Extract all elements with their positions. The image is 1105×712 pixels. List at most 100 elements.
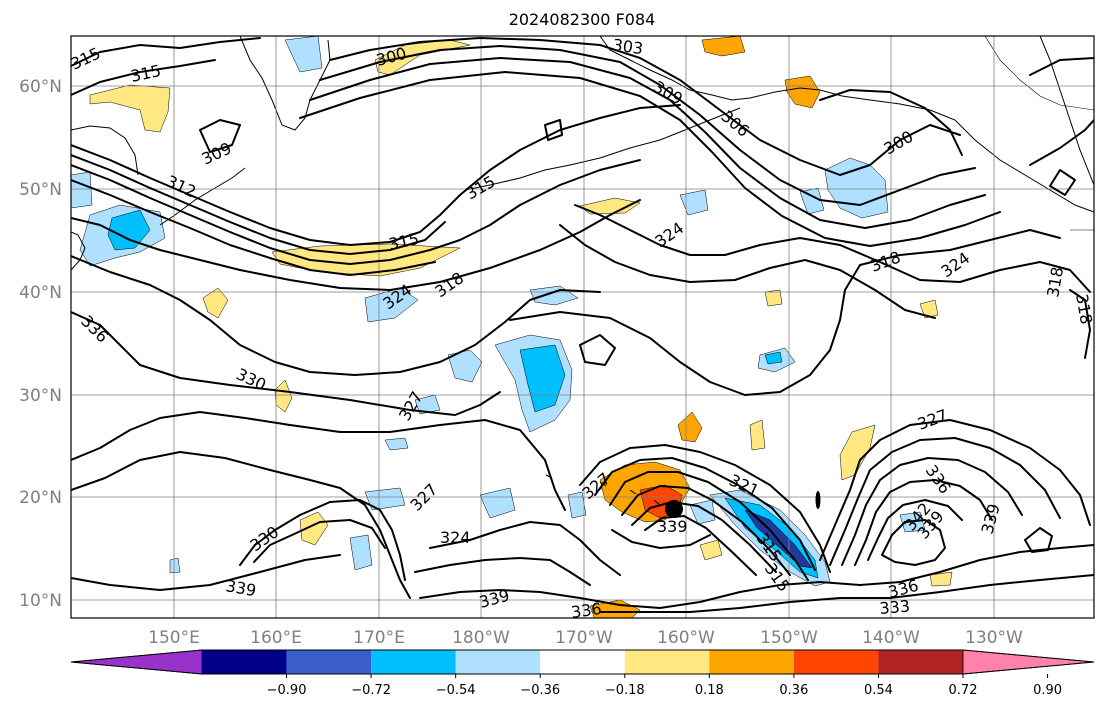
colorbar-segment	[624, 650, 710, 674]
colorbar-label: −0.54	[436, 683, 476, 698]
shade-warm-11	[839, 424, 876, 481]
contour-line	[71, 37, 261, 67]
latitude-labels: 60°N 50°N 40°N 30°N 20°N 10°N	[19, 77, 62, 611]
colorbar-label: −0.72	[351, 683, 391, 698]
colorbar-outline	[70, 649, 1095, 675]
lon-label: 130°W	[965, 628, 1023, 648]
colorbar-segment	[371, 650, 456, 674]
lon-label: 170°W	[555, 628, 613, 648]
contour-line	[1069, 289, 1091, 359]
shade-warm-5	[271, 243, 461, 277]
small-closed-contour	[815, 491, 821, 509]
border-alaska-canada	[984, 36, 1094, 111]
contour-line	[71, 411, 566, 511]
contour-line	[611, 529, 711, 549]
shade-cool-16	[764, 351, 783, 365]
contour-line	[429, 521, 621, 576]
contour-line	[71, 451, 411, 599]
contour-line	[559, 224, 936, 319]
contour-line	[71, 104, 681, 246]
contour-label: 333	[879, 596, 911, 618]
contour-line	[71, 554, 341, 591]
contour-line	[644, 515, 757, 576]
lat-label: 10°N	[19, 591, 62, 611]
colorbar-segment	[709, 650, 794, 674]
lon-label: 170°E	[353, 628, 405, 648]
colorbar: −0.90 −0.72 −0.54 −0.36 −0.18 0.18 0.36 0.54 0.7…	[70, 649, 1095, 698]
lat-label: 20°N	[19, 488, 62, 508]
colorbar-segment	[455, 650, 541, 674]
contour-label: 324	[440, 528, 471, 547]
shade-cool-3	[107, 209, 151, 251]
contour-line	[594, 457, 816, 571]
longitude-labels: 150°E 160°E 170°E 180°W 170°W 160°W 150°…	[148, 628, 1023, 648]
contour-line	[71, 311, 501, 416]
shade-cool-21	[567, 491, 587, 519]
colorbar-label: 0.54	[864, 683, 893, 698]
contour-line	[1029, 119, 1094, 166]
contour-line	[829, 437, 1061, 566]
colorbar-label: −0.18	[605, 683, 645, 698]
colorbar-extend-high	[962, 649, 1095, 675]
lon-label: 180°W	[452, 628, 510, 648]
lat-label: 30°N	[19, 386, 62, 406]
lon-label: 140°W	[862, 628, 920, 648]
shade-warm-9	[764, 289, 783, 307]
colorbar-segment	[793, 650, 879, 674]
contour-line	[579, 444, 831, 573]
contour-line	[71, 179, 436, 276]
colorbar-segment	[286, 650, 372, 674]
lon-label: 150°E	[148, 628, 200, 648]
shade-cool-1	[71, 171, 93, 209]
contour-line	[253, 519, 386, 563]
shade-cool-26	[169, 557, 181, 574]
shade-warm-12	[749, 419, 766, 451]
contour-line	[1029, 57, 1094, 76]
contour-line	[631, 501, 777, 573]
lat-label: 50°N	[19, 180, 62, 200]
lon-label: 150°W	[760, 628, 818, 648]
contour-line	[881, 519, 946, 566]
coast-bc-coast	[1039, 36, 1094, 186]
contours	[71, 37, 1094, 613]
colorbar-label: −0.90	[267, 683, 307, 698]
coastlines	[71, 36, 1094, 506]
shade-cool-22	[479, 487, 516, 519]
borders	[984, 36, 1094, 231]
contour-line	[71, 159, 641, 265]
colorbar-label: 0.18	[695, 683, 724, 698]
shade-warm-13	[677, 411, 703, 443]
storm-center-marker	[665, 500, 683, 518]
map-layers: 303 300 315 315 309 312 315 315 318 324 …	[71, 36, 1096, 618]
shade-warm-1	[89, 84, 171, 133]
colorbar-segment	[878, 650, 963, 674]
coast-alaska	[599, 36, 1094, 213]
lat-label: 60°N	[19, 77, 62, 97]
contour-label: 318	[1072, 292, 1096, 325]
shade-warm-10	[919, 299, 939, 319]
shade-cool-4	[284, 36, 323, 73]
contour-line	[621, 485, 791, 576]
map-frame	[70, 35, 1095, 619]
contour-line	[544, 119, 563, 141]
contour-line	[599, 574, 1094, 613]
colorbar-label: −0.36	[520, 683, 560, 698]
shade-cool-12	[679, 189, 709, 216]
colorbar-label: 0.36	[779, 683, 808, 698]
shade-cool-24	[349, 534, 373, 571]
contour-line	[199, 119, 241, 153]
contour-line	[299, 71, 1001, 247]
contour-line	[1049, 169, 1076, 196]
colorbar-segment	[540, 650, 625, 674]
colorbar-extend-low	[70, 649, 203, 675]
contour-line	[71, 199, 641, 291]
shade-warm-19	[929, 571, 953, 587]
coast-kamchatka	[239, 36, 331, 131]
coast-kuril-chain	[159, 167, 246, 226]
contour-line	[509, 229, 1061, 396]
contour-line	[841, 457, 1023, 566]
colorbar-label: 0.90	[1033, 683, 1062, 698]
shade-warm-3	[701, 36, 746, 57]
contour-line	[71, 154, 446, 255]
